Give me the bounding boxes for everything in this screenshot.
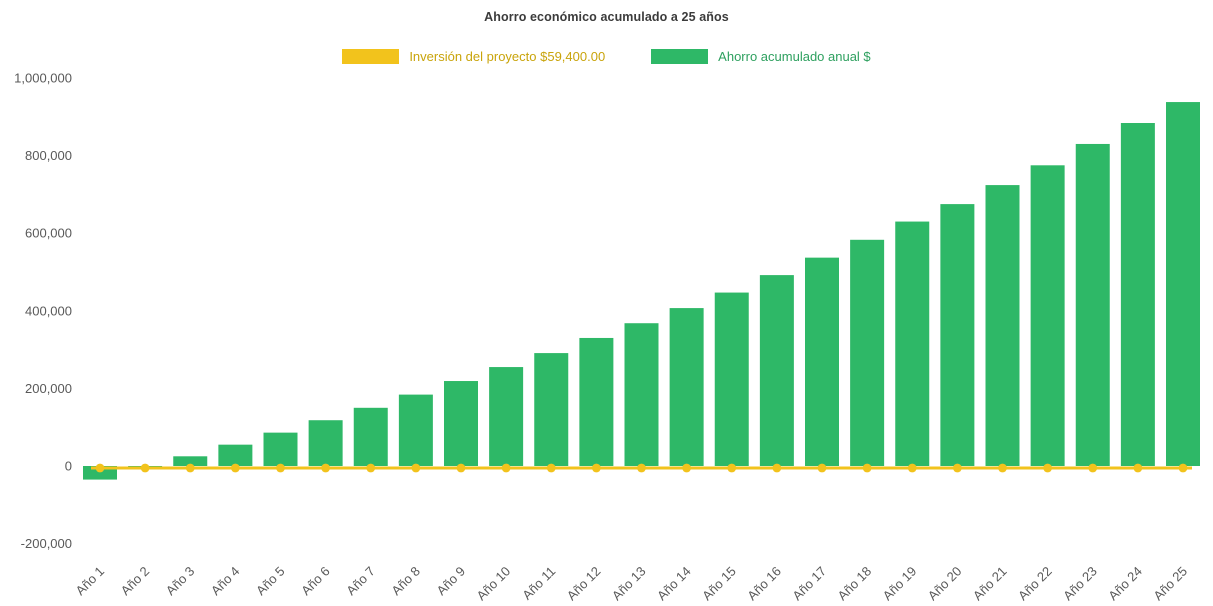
bar-Año 18 <box>850 239 885 466</box>
y-tick-label: 800,000 <box>25 148 72 163</box>
x-tick-label: Año 4 <box>208 564 243 599</box>
investment-marker-Año 4 <box>230 463 240 473</box>
bar-Año 7 <box>353 407 388 466</box>
x-tick-label: Año 9 <box>433 564 468 599</box>
bar-Año 13 <box>624 323 659 466</box>
bar-Año 11 <box>534 353 569 466</box>
investment-marker-Año 18 <box>862 463 872 473</box>
investment-marker-Año 6 <box>321 463 331 473</box>
x-tick-label: Año 14 <box>654 564 694 604</box>
bar-Año 8 <box>398 394 433 466</box>
y-tick-label: 400,000 <box>25 303 72 318</box>
y-tick-label: 200,000 <box>25 381 72 396</box>
legend-swatch-savings <box>651 49 709 64</box>
y-tick-label: 600,000 <box>25 226 72 241</box>
investment-marker-Año 2 <box>140 463 150 473</box>
bar-Año 3 <box>173 456 208 466</box>
bar-Año 25 <box>1166 102 1200 466</box>
investment-marker-Año 22 <box>1043 463 1053 473</box>
x-tick-label: Año 15 <box>699 564 739 604</box>
x-tick-label: Año 25 <box>1150 564 1190 604</box>
bar-Año 6 <box>308 420 343 466</box>
bar-Año 14 <box>669 308 704 466</box>
x-tick-label: Año 8 <box>388 564 423 599</box>
investment-marker-Año 24 <box>1133 463 1143 473</box>
x-tick-label: Año 19 <box>880 564 920 604</box>
investment-marker-Año 20 <box>952 463 962 473</box>
bar-Año 23 <box>1075 143 1110 466</box>
x-tick-label: Año 2 <box>118 564 153 599</box>
x-tick-label: Año 21 <box>970 564 1010 604</box>
bar-Año 15 <box>714 292 749 466</box>
legend-label-investment: Inversión del proyecto $59,400.00 <box>409 49 606 64</box>
y-tick-label: -200,000 <box>21 536 72 551</box>
x-tick-label: Año 24 <box>1105 564 1145 604</box>
bar-Año 5 <box>263 432 298 466</box>
y-tick-label: 0 <box>65 459 72 474</box>
investment-marker-Año 19 <box>907 463 917 473</box>
x-tick-label: Año 16 <box>744 564 784 604</box>
x-tick-label: Año 23 <box>1060 564 1100 604</box>
bar-Año 12 <box>579 337 614 466</box>
x-tick-label: Año 12 <box>564 564 604 604</box>
investment-marker-Año 25 <box>1178 463 1188 473</box>
legend-label-savings: Ahorro acumulado anual $ <box>718 49 871 64</box>
chart-title: Ahorro económico acumulado a 25 años <box>484 10 729 24</box>
x-tick-label: Año 22 <box>1015 564 1055 604</box>
legend-item-savings: Ahorro acumulado anual $ <box>651 49 871 64</box>
x-tick-label: Año 17 <box>789 564 829 604</box>
investment-marker-Año 16 <box>772 463 782 473</box>
y-tick-label: 1,000,000 <box>14 71 72 86</box>
investment-marker-Año 1 <box>95 463 105 473</box>
chart-legend: Inversión del proyecto $59,400.00 Ahorro… <box>0 49 1213 64</box>
x-tick-label: Año 13 <box>609 564 649 604</box>
bar-Año 20 <box>940 204 975 466</box>
investment-marker-Año 17 <box>817 463 827 473</box>
legend-item-investment: Inversión del proyecto $59,400.00 <box>342 49 605 64</box>
investment-marker-Año 14 <box>682 463 692 473</box>
bar-Año 10 <box>489 367 524 466</box>
investment-marker-Año 23 <box>1088 463 1098 473</box>
investment-marker-Año 5 <box>276 463 285 473</box>
bar-Año 21 <box>985 185 1020 466</box>
bar-Año 24 <box>1120 123 1155 467</box>
bar-Año 9 <box>444 381 478 466</box>
investment-marker-Año 7 <box>366 463 376 473</box>
x-tick-label: Año 6 <box>298 564 333 599</box>
x-tick-label: Año 10 <box>474 564 514 604</box>
investment-marker-Año 3 <box>185 463 195 473</box>
investment-marker-Año 12 <box>591 463 601 473</box>
bar-Año 19 <box>895 221 930 466</box>
investment-marker-Año 21 <box>998 463 1007 473</box>
bar-Año 16 <box>759 275 794 466</box>
x-tick-label: Año 3 <box>163 564 198 599</box>
bar-Año 4 <box>218 444 253 466</box>
investment-marker-Año 9 <box>456 463 466 473</box>
investment-marker-Año 13 <box>637 463 646 473</box>
x-tick-label: Año 1 <box>72 564 107 599</box>
investment-marker-Año 15 <box>727 463 737 473</box>
x-tick-label: Año 5 <box>253 564 288 599</box>
investment-marker-Año 11 <box>546 463 556 473</box>
bar-Año 22 <box>1030 165 1065 467</box>
investment-marker-Año 8 <box>411 463 421 473</box>
x-tick-label: Año 11 <box>519 564 558 603</box>
investment-marker-Año 10 <box>501 463 511 473</box>
x-tick-label: Año 20 <box>925 564 965 604</box>
legend-swatch-investment <box>342 49 400 64</box>
x-tick-label: Año 7 <box>343 564 378 599</box>
x-tick-label: Año 18 <box>835 564 875 604</box>
bar-Año 17 <box>805 257 839 466</box>
